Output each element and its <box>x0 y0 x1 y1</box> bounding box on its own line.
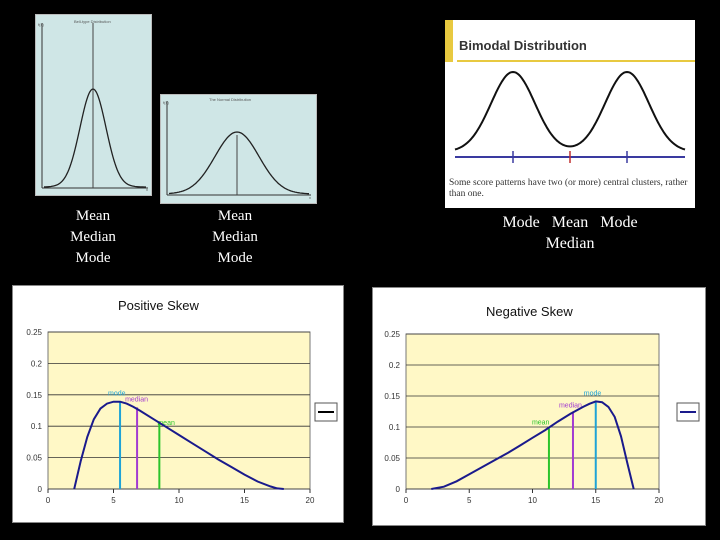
series-curve <box>431 400 635 490</box>
y-tick-label: 0.25 <box>26 328 42 337</box>
series-curve <box>73 400 284 490</box>
normal-2-curve <box>168 131 309 195</box>
normal-curve-1-svg: Bell-type Distribution f(x) x <box>38 19 148 192</box>
bimodal-title-rule <box>457 60 695 62</box>
bimodal-accent-bar <box>445 20 453 62</box>
x-tick-label: 20 <box>306 496 315 505</box>
x-tick-label: 0 <box>404 496 409 505</box>
x-tick-label: 10 <box>175 496 184 505</box>
normal-panel-1: Bell-type Distribution f(x) x <box>35 14 152 196</box>
chart-title: Positive Skew <box>118 298 200 313</box>
caption-normal-1: Mean Median Mode <box>53 206 133 269</box>
bimodal-title: Bimodal Distribution <box>459 38 587 53</box>
caption-2-median: Median <box>212 229 258 245</box>
negative-skew-panel: Negative Skew 0 0.05 0.1 0.15 0.2 0.25 0 5 10 15 20… <box>372 287 706 526</box>
x-tick-label: 5 <box>111 496 116 505</box>
normal-curve-2-svg: The Normal Distribution f(x) x <box>163 97 311 200</box>
normal-1-curve <box>44 88 146 188</box>
y-tick-label: 0.15 <box>384 392 400 401</box>
bimodal-note: Some score patterns have two (or more) c… <box>449 178 688 199</box>
mode-label: mode <box>584 390 602 397</box>
y-tick-label: 0.25 <box>384 330 400 339</box>
y-tick-label: 0 <box>396 485 401 494</box>
plot-area <box>405 333 660 490</box>
normal-2-xlabel: x <box>309 195 311 200</box>
y-tick-label: 0.05 <box>26 454 42 463</box>
caption-2-mode: Mode <box>217 250 253 266</box>
caption-normal-2: Mean Median Mode <box>195 206 275 269</box>
negative-skew-chart: Negative Skew 0 0.05 0.1 0.15 0.2 0.25 0 5 10 15 20… <box>384 304 700 505</box>
x-tick-label: 5 <box>467 496 472 505</box>
bimodal-curve <box>454 70 686 151</box>
x-tick-label: 15 <box>591 496 600 505</box>
caption-2-mean: Mean <box>217 208 253 224</box>
caption-1-median: Median <box>70 229 116 245</box>
x-tick-label: 20 <box>655 496 664 505</box>
y-tick-label: 0.1 <box>389 423 401 432</box>
bimodal-panel: Bimodal Distribution Some score patterns… <box>445 20 695 208</box>
y-tick-label: 0.05 <box>384 454 400 463</box>
mean-label: mean <box>532 420 550 427</box>
normal-2-ylabel: f(x) <box>163 100 169 105</box>
normal-1-xlabel: x <box>146 187 148 192</box>
y-tick-label: 0 <box>38 485 43 494</box>
median-label: median <box>125 396 148 403</box>
caption-1-mode: Mode <box>75 250 111 266</box>
mode-label: mode <box>108 391 126 398</box>
caption-bimodal: Mode Mean Mode Median <box>470 212 670 254</box>
normal-1-ylabel: f(x) <box>38 22 44 27</box>
plot-area <box>47 331 311 490</box>
y-tick-label: 0.15 <box>26 391 42 400</box>
normal-panel-2: The Normal Distribution f(x) x <box>160 94 317 204</box>
normal-2-title: The Normal Distribution <box>209 97 251 102</box>
normal-1-title: Bell-type Distribution <box>74 19 111 24</box>
caption-1-mean: Mean <box>75 208 111 224</box>
x-tick-label: 0 <box>46 496 51 505</box>
caption-bimodal-line2: Median <box>545 235 595 252</box>
chart-title: Negative Skew <box>486 304 573 319</box>
y-tick-label: 0.2 <box>31 359 43 368</box>
x-tick-label: 10 <box>528 496 537 505</box>
bimodal-svg <box>454 70 686 163</box>
caption-bimodal-line1: Mode Mean Mode <box>502 214 638 231</box>
y-tick-label: 0.2 <box>389 361 401 370</box>
y-tick-label: 0.1 <box>31 422 43 431</box>
median-label: median <box>559 403 582 410</box>
positive-skew-chart: Positive Skew 0 0.05 0.1 0.15 0.2 0.25 0 5 10 15 20… <box>26 298 338 505</box>
mean-label: mean <box>157 420 175 427</box>
x-tick-label: 15 <box>240 496 249 505</box>
positive-skew-panel: Positive Skew 0 0.05 0.1 0.15 0.2 0.25 0 5 10 15 20… <box>12 285 344 523</box>
